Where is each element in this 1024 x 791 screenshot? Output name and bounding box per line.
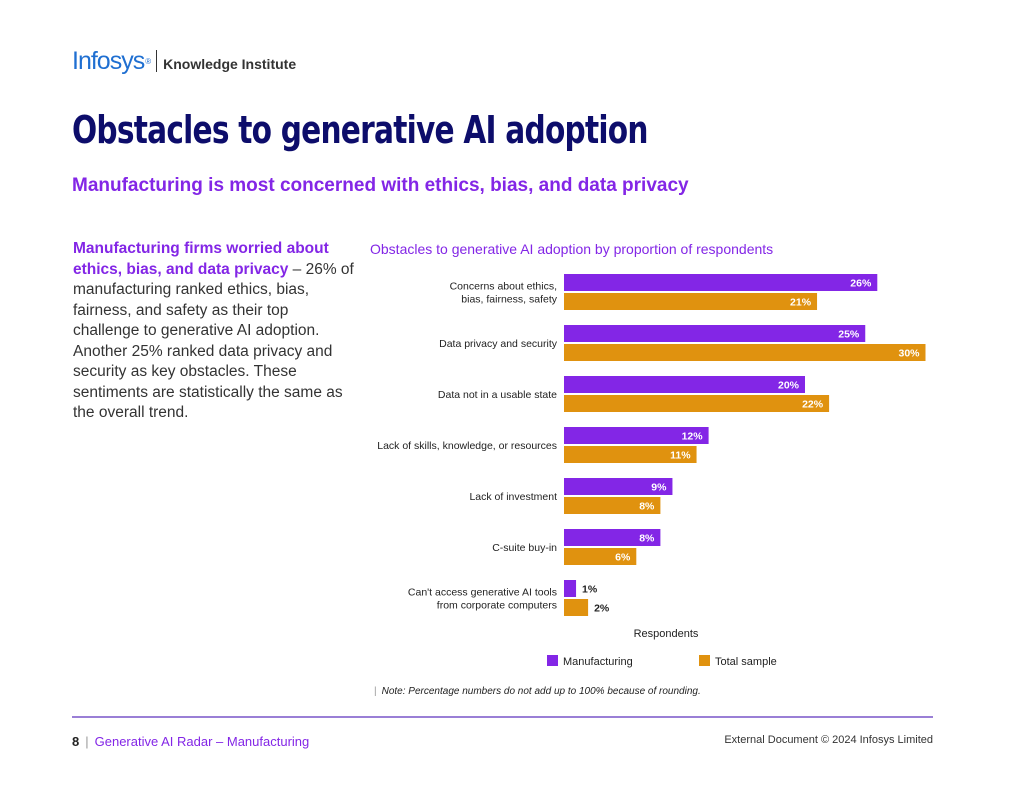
chart-title: Obstacles to generative AI adoption by p… xyxy=(370,241,774,257)
category-label: Lack of skills, knowledge, or resources xyxy=(377,440,557,452)
data-label: 2% xyxy=(594,603,610,615)
page-number: 8 xyxy=(72,734,80,749)
footer-doc-title: Generative AI Radar – Manufacturing xyxy=(94,734,310,749)
data-label: 20% xyxy=(778,380,800,392)
bar-manufacturing xyxy=(564,376,805,393)
bar-total-sample xyxy=(564,293,818,310)
bar-manufacturing xyxy=(564,325,866,342)
data-label: 8% xyxy=(639,501,655,513)
data-label: 22% xyxy=(802,399,824,411)
logo-divider xyxy=(156,50,158,72)
category-label: Can't access generative AI tools xyxy=(408,587,557,599)
data-label: 9% xyxy=(651,482,667,494)
note-text: Note: Percentage numbers do not add up t… xyxy=(381,686,701,697)
data-label: 26% xyxy=(850,278,872,290)
bar-total-sample xyxy=(564,599,589,616)
data-label: 12% xyxy=(682,431,704,443)
category-label: Data privacy and security xyxy=(439,338,558,350)
x-axis-label: Respondents xyxy=(634,628,699,640)
footer-separator: | xyxy=(85,734,89,749)
category-label: Data not in a usable state xyxy=(438,389,557,401)
data-label: 21% xyxy=(790,297,812,309)
legend-label: Total sample xyxy=(715,656,777,668)
bar-total-sample xyxy=(564,344,926,361)
data-label: 6% xyxy=(615,552,631,564)
category-label: from corporate computers xyxy=(437,600,557,612)
category-label: C-suite buy-in xyxy=(492,542,557,554)
legend-swatch xyxy=(547,655,558,666)
data-label: 11% xyxy=(670,450,691,462)
body-text: – 26% of manufacturing ranked ethics, bi… xyxy=(73,260,354,422)
logo-registered-mark: ® xyxy=(145,56,152,66)
bar-manufacturing xyxy=(564,427,709,444)
bar-manufacturing xyxy=(564,580,577,597)
data-label: 1% xyxy=(582,584,598,596)
bar-manufacturing xyxy=(564,274,878,291)
bar-total-sample xyxy=(564,497,661,514)
legend-label: Manufacturing xyxy=(563,656,633,668)
bar-total-sample xyxy=(564,548,637,565)
footer-divider xyxy=(72,716,933,718)
data-label: 30% xyxy=(898,348,920,360)
body-highlight: Manufacturing firms worried about ethics… xyxy=(73,240,329,278)
page-subtitle: Manufacturing is most concerned with eth… xyxy=(72,175,689,196)
bar-chart: Concerns about ethics,bias, fairness, sa… xyxy=(377,274,926,668)
data-label: 25% xyxy=(838,329,860,341)
footer-left: 8 | Generative AI Radar – Manufacturing xyxy=(72,734,309,749)
data-label: 8% xyxy=(639,533,655,545)
logo-brand-text: Infosys xyxy=(72,46,145,75)
bar-total-sample xyxy=(564,446,697,463)
page-title: Obstacles to generative AI adoption xyxy=(72,108,648,152)
bar-manufacturing xyxy=(564,478,673,495)
category-label: Concerns about ethics, xyxy=(450,281,557,293)
infosys-logo: Infosys ® Knowledge Institute xyxy=(72,44,296,78)
body-paragraph: Manufacturing firms worried about ethics… xyxy=(73,239,358,424)
bar-total-sample xyxy=(564,395,830,412)
bar-manufacturing xyxy=(564,529,661,546)
legend-swatch xyxy=(699,655,710,666)
chart-note: | Note: Percentage numbers do not add up … xyxy=(374,686,701,697)
category-label: bias, fairness, safety xyxy=(461,294,557,306)
logo-sub-brand: Knowledge Institute xyxy=(163,56,297,72)
footer-copyright: External Document © 2024 Infosys Limited xyxy=(724,734,933,746)
category-label: Lack of investment xyxy=(469,491,557,503)
note-separator: | xyxy=(374,686,377,697)
